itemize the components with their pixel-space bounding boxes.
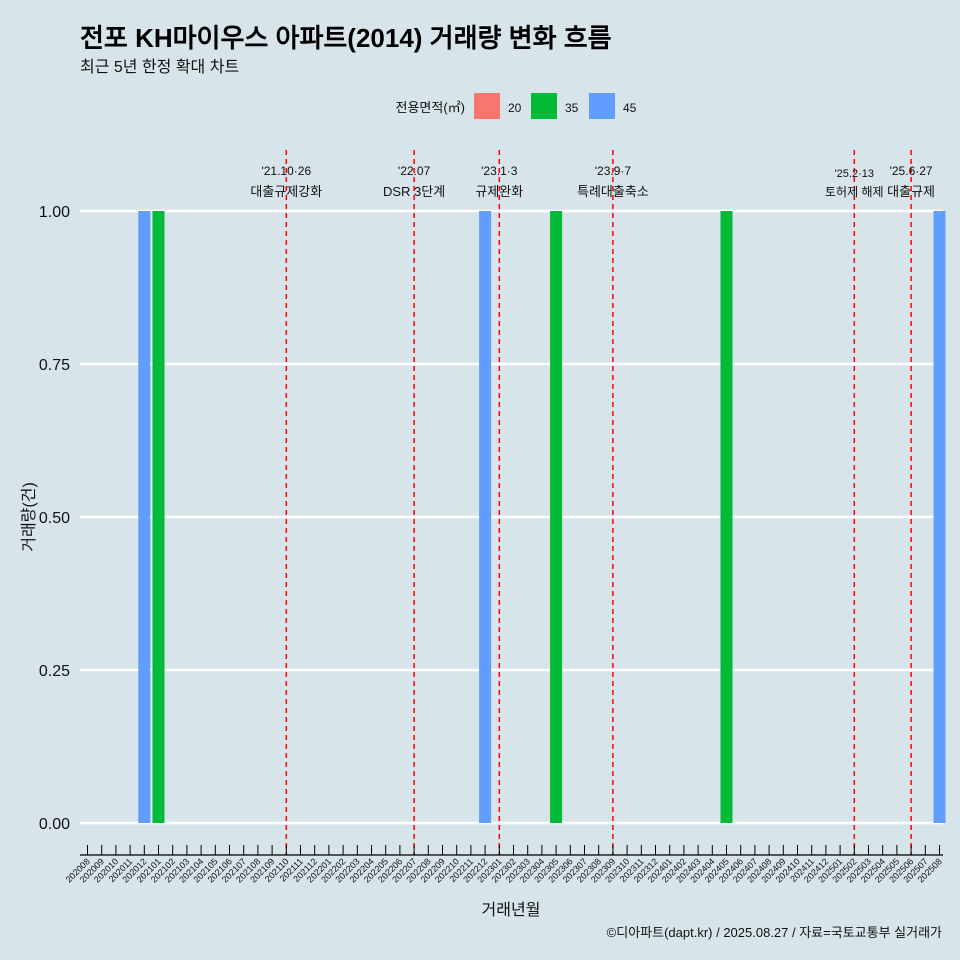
bar-45-202212 <box>479 211 492 823</box>
bar-35-202405 <box>720 211 733 823</box>
source-caption: ©디아파트(dapt.kr) / 2025.08.27 / 자료=국토교통부 실… <box>606 925 942 940</box>
event-date-label: '23.1·3 <box>481 164 518 178</box>
event-date-label: '23.9·7 <box>595 164 632 178</box>
event-name-label: 토허제 해제 <box>825 185 884 199</box>
y-axis: 0.00 0.25 0.50 0.75 1.00 거래량(건) <box>20 204 70 833</box>
y-tick-label: 0.00 <box>39 816 70 833</box>
chart-subtitle: 최근 5년 한정 확대 차트 <box>80 59 240 76</box>
legend-label-45: 45 <box>623 101 637 115</box>
y-tick-label: 0.25 <box>39 663 70 680</box>
bar-35-202305 <box>550 211 563 823</box>
legend-label-35: 35 <box>565 101 579 115</box>
event-annotations: '21.10·26 대출규제강화 '22.07 DSR 3단계 '23.1·3 규제완화 '… <box>250 164 935 199</box>
y-tick-label: 1.00 <box>39 204 70 221</box>
bar-45-202508 <box>933 211 946 823</box>
legend-title: 전용면적(㎡) <box>396 100 466 115</box>
event-lines <box>285 150 912 855</box>
event-name-label: 규제완화 <box>475 184 523 199</box>
legend-swatch-45 <box>589 93 615 119</box>
legend-label-20: 20 <box>508 101 522 115</box>
legend-swatch-20 <box>474 93 500 119</box>
y-tick-label: 0.75 <box>39 357 70 374</box>
legend: 전용면적(㎡) 20 35 45 <box>396 93 637 119</box>
chart-title: 전포 KH마이우스 아파트(2014) 거래량 변화 흐름 <box>80 23 612 53</box>
event-name-label: 대출규제 <box>887 184 935 199</box>
legend-swatch-35 <box>531 93 557 119</box>
event-name-label: 특례대출축소 <box>577 184 649 199</box>
event-date-label: '22.07 <box>398 164 431 178</box>
y-axis-title: 거래량(건) <box>20 482 38 552</box>
gridlines <box>80 209 943 825</box>
event-date-label: '25.6·27 <box>890 164 933 178</box>
event-date-label: '21.10·26 <box>261 164 311 178</box>
event-name-label: 대출규제강화 <box>250 184 322 199</box>
bars <box>138 211 946 823</box>
bar-45-202012 <box>138 211 151 823</box>
x-axis: 2020082020092020102020112020122021012021… <box>64 845 944 919</box>
event-date-label: '25.2·13 <box>835 168 874 180</box>
bar-35-202101 <box>152 211 165 823</box>
y-tick-label: 0.50 <box>39 510 70 527</box>
x-axis-title: 거래년월 <box>482 901 541 919</box>
event-name-label: DSR 3단계 <box>383 184 445 199</box>
